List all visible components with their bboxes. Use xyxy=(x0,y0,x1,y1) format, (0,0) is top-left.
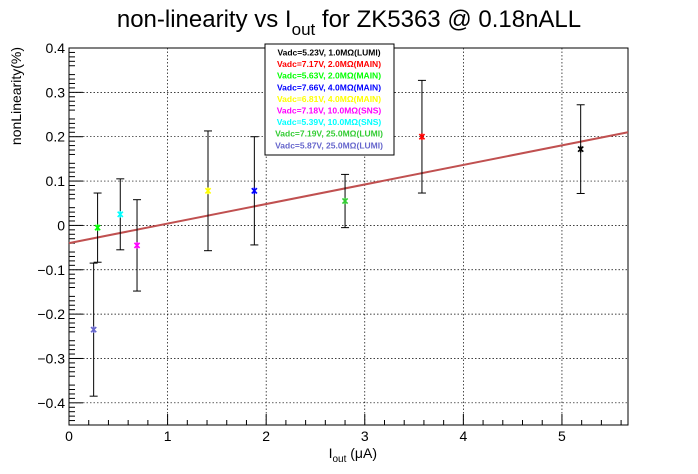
legend-entry: Vadc=5.23V, 1.0MΩ(LUMI) xyxy=(277,48,380,58)
legend-entry: Vadc=6.81V, 4.0MΩ(MAIN) xyxy=(277,94,381,104)
data-point xyxy=(204,187,212,195)
legend-entry: Vadc=7.17V, 2.0MΩ(MAIN) xyxy=(277,59,381,69)
y-tick-label: 0.3 xyxy=(46,84,66,100)
x-tick-label: 4 xyxy=(459,428,467,444)
x-axis-label-subscript: out xyxy=(332,454,346,465)
legend-box xyxy=(264,43,395,156)
data-point xyxy=(133,241,141,249)
y-tick-label: −0.2 xyxy=(37,306,65,322)
legend-entry: Vadc=7.19V, 25.0MΩ(LUMI) xyxy=(275,129,383,139)
axis-ticks: 0 1 2 3 4 5 −0.4 −0.3 −0.2 −0.1 0 0.1 0.2 0.3 0.4 xyxy=(37,40,622,444)
fit-line-group xyxy=(68,131,629,245)
x-tick-label: 5 xyxy=(558,428,566,444)
legend-entry: Vadc=7.18V, 10.0MΩ(SNS) xyxy=(277,106,382,116)
y-axis-label: nonLinearity(%) xyxy=(8,47,24,145)
y-tick-label: −0.1 xyxy=(37,262,65,278)
legend-entry: Vadc=5.63V, 2.0MΩ(MAIN) xyxy=(277,71,381,81)
data-point xyxy=(117,210,124,218)
legend-entry: Vadc=5.39V, 10.0MΩ(SNS) xyxy=(277,117,382,127)
data-point xyxy=(341,197,349,205)
x-axis-label: Iout (μA) xyxy=(329,445,377,465)
y-tick-label: 0.1 xyxy=(46,173,66,189)
y-tick-label: 0 xyxy=(57,217,65,233)
y-tick-label: 0.2 xyxy=(46,129,66,145)
data-point xyxy=(577,145,584,153)
fit-line xyxy=(68,131,629,245)
x-tick-label: 1 xyxy=(164,428,172,444)
data-point xyxy=(90,326,97,334)
y-tick-label: −0.4 xyxy=(37,395,65,411)
legend: Vadc=5.23V, 1.0MΩ(LUMI)Vadc=7.17V, 2.0MΩ… xyxy=(264,43,395,156)
x-tick-label: 2 xyxy=(262,428,270,444)
y-tick-label: 0.4 xyxy=(46,40,66,56)
x-tick-label: 3 xyxy=(361,428,369,444)
y-tick-label: −0.3 xyxy=(37,350,65,366)
x-tick-label: 0 xyxy=(65,428,73,444)
chart-title: non-linearity vs Iout for ZK5363 @ 0.18n… xyxy=(117,6,581,39)
data-point xyxy=(251,187,258,195)
chart-title-subscript: out xyxy=(292,20,316,39)
data-point xyxy=(418,133,426,141)
legend-entry: Vadc=7.66V, 4.0MΩ(MAIN) xyxy=(277,82,381,92)
data-point xyxy=(94,224,101,232)
data-points xyxy=(89,79,585,397)
legend-entry: Vadc=5.87V, 25.0MΩ(LUMI) xyxy=(275,140,383,150)
